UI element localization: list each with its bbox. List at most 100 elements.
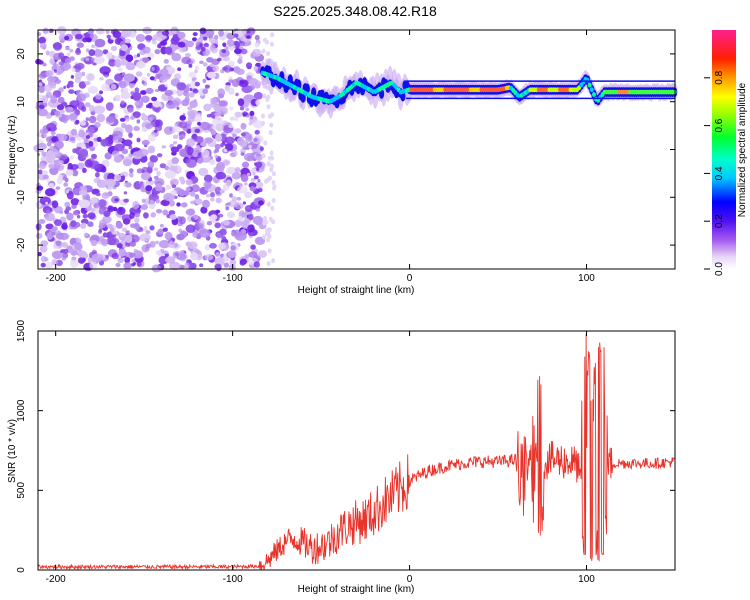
- noise-blob: [135, 34, 146, 42]
- noise-blob: [254, 181, 264, 189]
- noise-blob: [75, 119, 80, 125]
- chart-title: S225.2025.348.08.42.R18: [273, 3, 437, 19]
- noise-blob: [190, 252, 199, 261]
- noise-blob: [94, 121, 101, 128]
- noise-blob: [179, 136, 183, 140]
- noise-blob: [215, 123, 224, 132]
- colorbar-gradient: [712, 30, 736, 269]
- noise-blob: [159, 68, 169, 76]
- noise-blob: [136, 168, 144, 174]
- noise-blob: [141, 139, 150, 146]
- noise-blob: [146, 52, 155, 59]
- noise-blob: [216, 232, 222, 238]
- noise-blob: [106, 115, 116, 123]
- noise-blob: [46, 210, 51, 214]
- noise-blob: [155, 240, 159, 244]
- noise-blob: [218, 242, 226, 250]
- noise-blob: [66, 212, 74, 221]
- colorbar-tick-label: 0.0: [714, 262, 725, 276]
- noise-blob: [118, 248, 127, 257]
- noise-blob: [233, 33, 239, 38]
- noise-blob: [82, 37, 89, 43]
- noise-blob: [136, 119, 141, 124]
- noise-blob: [62, 242, 69, 248]
- noise-blob: [227, 202, 231, 206]
- noise-blob: [204, 137, 214, 144]
- noise-blob: [155, 208, 163, 214]
- noise-blob: [136, 261, 142, 267]
- noise-blob: [214, 148, 220, 153]
- noise-blob: [161, 145, 166, 149]
- colorbar: 0.0 0.2 0.4 0.6 0.8 Normalized spectral ampl…: [704, 30, 748, 276]
- noise-blob: [99, 66, 111, 75]
- noise-blob: [174, 73, 182, 80]
- noise-blob: [113, 174, 122, 182]
- noise-blob: [237, 185, 248, 194]
- noise-blob: [51, 200, 59, 208]
- noise-blob: [233, 183, 237, 187]
- noise-blob: [70, 155, 74, 160]
- noise-blob: [56, 104, 65, 111]
- noise-blob: [66, 84, 71, 89]
- noise-blob: [115, 222, 123, 229]
- noise-blob: [60, 249, 66, 254]
- noise-blob: [202, 88, 209, 95]
- noise-blob: [234, 48, 242, 55]
- noise-blob: [147, 73, 151, 77]
- noise-blob: [199, 263, 204, 268]
- noise-blob: [238, 215, 244, 222]
- noise-blob: [141, 80, 145, 84]
- noise-blob: [106, 34, 111, 39]
- noise-blob: [43, 133, 47, 138]
- noise-blob: [82, 213, 89, 219]
- noise-blob: [114, 59, 122, 68]
- noise-blob: [189, 100, 198, 108]
- noise-blob: [249, 186, 256, 192]
- noise-blob: [96, 113, 106, 123]
- x-tick-label: -200: [46, 273, 66, 284]
- noise-blob: [192, 231, 198, 238]
- noise-blob: [72, 169, 77, 173]
- noise-blob: [214, 34, 219, 40]
- noise-blob: [70, 220, 77, 228]
- noise-blob: [124, 124, 133, 133]
- noise-blob: [212, 125, 217, 130]
- noise-blob: [206, 221, 213, 226]
- noise-blob: [214, 263, 222, 270]
- noise-blob: [136, 53, 141, 58]
- noise-blob: [114, 113, 119, 119]
- noise-blob: [185, 94, 190, 99]
- noise-blob: [237, 98, 245, 107]
- noise-blob: [157, 43, 162, 49]
- noise-blob: [37, 94, 44, 101]
- noise-blob: [184, 96, 190, 103]
- noise-blob: [254, 236, 266, 245]
- noise-blob: [125, 54, 134, 62]
- noise-blob: [38, 252, 42, 257]
- noise-blob: [152, 100, 161, 108]
- noise-blob: [110, 84, 117, 90]
- noise-blob: [123, 191, 128, 195]
- snr-x-label: Height of straight line (km): [298, 584, 415, 595]
- noise-blob: [218, 93, 224, 99]
- noise-blob: [184, 262, 190, 269]
- noise-blob: [180, 202, 188, 208]
- noise-blob: [64, 35, 70, 41]
- noise-blob: [185, 158, 191, 164]
- noise-blob: [55, 79, 61, 84]
- noise-blob: [164, 165, 169, 171]
- noise-blob: [147, 161, 155, 169]
- noise-blob: [258, 250, 268, 258]
- noise-blob: [232, 133, 237, 138]
- noise-blob: [197, 121, 201, 126]
- noise-blob: [185, 224, 196, 233]
- noise-blob: [129, 172, 134, 178]
- noise-blob: [50, 127, 57, 132]
- noise-blob: [77, 257, 86, 264]
- noise-blob: [240, 174, 249, 182]
- noise-blob: [62, 118, 68, 124]
- noise-blob: [220, 142, 225, 148]
- noise-blob: [192, 151, 199, 158]
- noise-blob: [169, 214, 177, 220]
